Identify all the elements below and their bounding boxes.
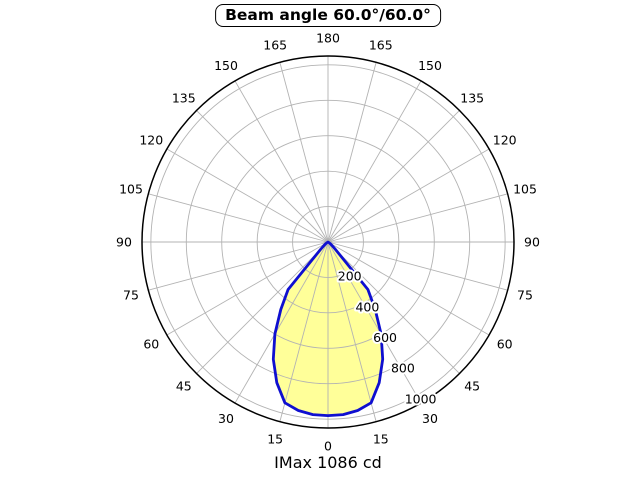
radial-gridline — [327, 241, 508, 291]
radial-gridline — [279, 241, 329, 422]
theta-label-105: 105 — [513, 182, 537, 197]
theta-label-45-left: 45 — [176, 379, 192, 394]
radial-gridline — [327, 241, 490, 336]
theta-label-135: 135 — [460, 90, 484, 105]
radial-gridline — [327, 148, 490, 243]
theta-label-150-left: 150 — [214, 58, 238, 73]
theta-label-0: 0 — [324, 439, 332, 454]
radial-gridline — [196, 241, 329, 374]
radial-gridline — [327, 193, 508, 243]
r-label-400: 400 — [355, 299, 379, 314]
theta-label-150: 150 — [418, 58, 442, 73]
theta-label-15-left: 15 — [267, 432, 283, 447]
r-label-800: 800 — [391, 361, 415, 376]
r-gridline-circle-800 — [185, 99, 471, 385]
chart-title: Beam angle 60.0°/60.0° — [225, 6, 431, 24]
radial-gridline — [234, 241, 329, 404]
theta-label-45: 45 — [464, 379, 480, 394]
radial-gridline — [148, 193, 329, 243]
theta-label-120: 120 — [493, 133, 517, 148]
radial-gridline — [196, 110, 329, 243]
theta-label-180: 180 — [316, 31, 340, 46]
radial-gridline — [166, 241, 329, 336]
r-label-600: 600 — [373, 330, 397, 345]
theta-label-90-left: 90 — [116, 235, 132, 250]
theta-label-165-left: 165 — [263, 38, 287, 53]
theta-label-135-left: 135 — [172, 90, 196, 105]
theta-label-75-left: 75 — [123, 287, 139, 302]
r-gridline-circle-400 — [256, 170, 400, 314]
theta-label-30-left: 30 — [218, 411, 234, 426]
outer-ring — [141, 55, 515, 429]
theta-label-60-left: 60 — [143, 337, 159, 352]
theta-label-60: 60 — [497, 337, 513, 352]
r-gridline-circle-1000 — [150, 64, 506, 420]
chart-title-box: Beam angle 60.0°/60.0° — [215, 4, 441, 27]
theta-label-165: 165 — [369, 38, 393, 53]
radial-gridline — [327, 241, 422, 404]
radial-gridline — [327, 241, 460, 374]
radial-gridline — [234, 80, 329, 243]
radial-gridline — [279, 62, 329, 243]
theta-label-30: 30 — [422, 411, 438, 426]
radial-gridline — [148, 241, 329, 291]
intensity-curve — [271, 240, 385, 417]
r-gridline-circle-600 — [221, 135, 435, 349]
theta-label-75: 75 — [517, 287, 533, 302]
r-gridline-circle-200 — [292, 206, 364, 278]
theta-label-120-left: 120 — [139, 133, 163, 148]
theta-label-105-left: 105 — [119, 182, 143, 197]
radial-gridline — [327, 110, 460, 243]
r-label-200: 200 — [338, 269, 362, 284]
radial-gridline — [327, 80, 422, 243]
radial-gridline — [166, 148, 329, 243]
imax-caption: IMax 1086 cd — [274, 453, 382, 472]
theta-label-15: 15 — [373, 432, 389, 447]
radial-gridline — [327, 62, 377, 243]
r-label-1000: 1000 — [405, 391, 437, 406]
theta-label-90: 90 — [524, 235, 540, 250]
radial-gridline — [327, 241, 377, 422]
